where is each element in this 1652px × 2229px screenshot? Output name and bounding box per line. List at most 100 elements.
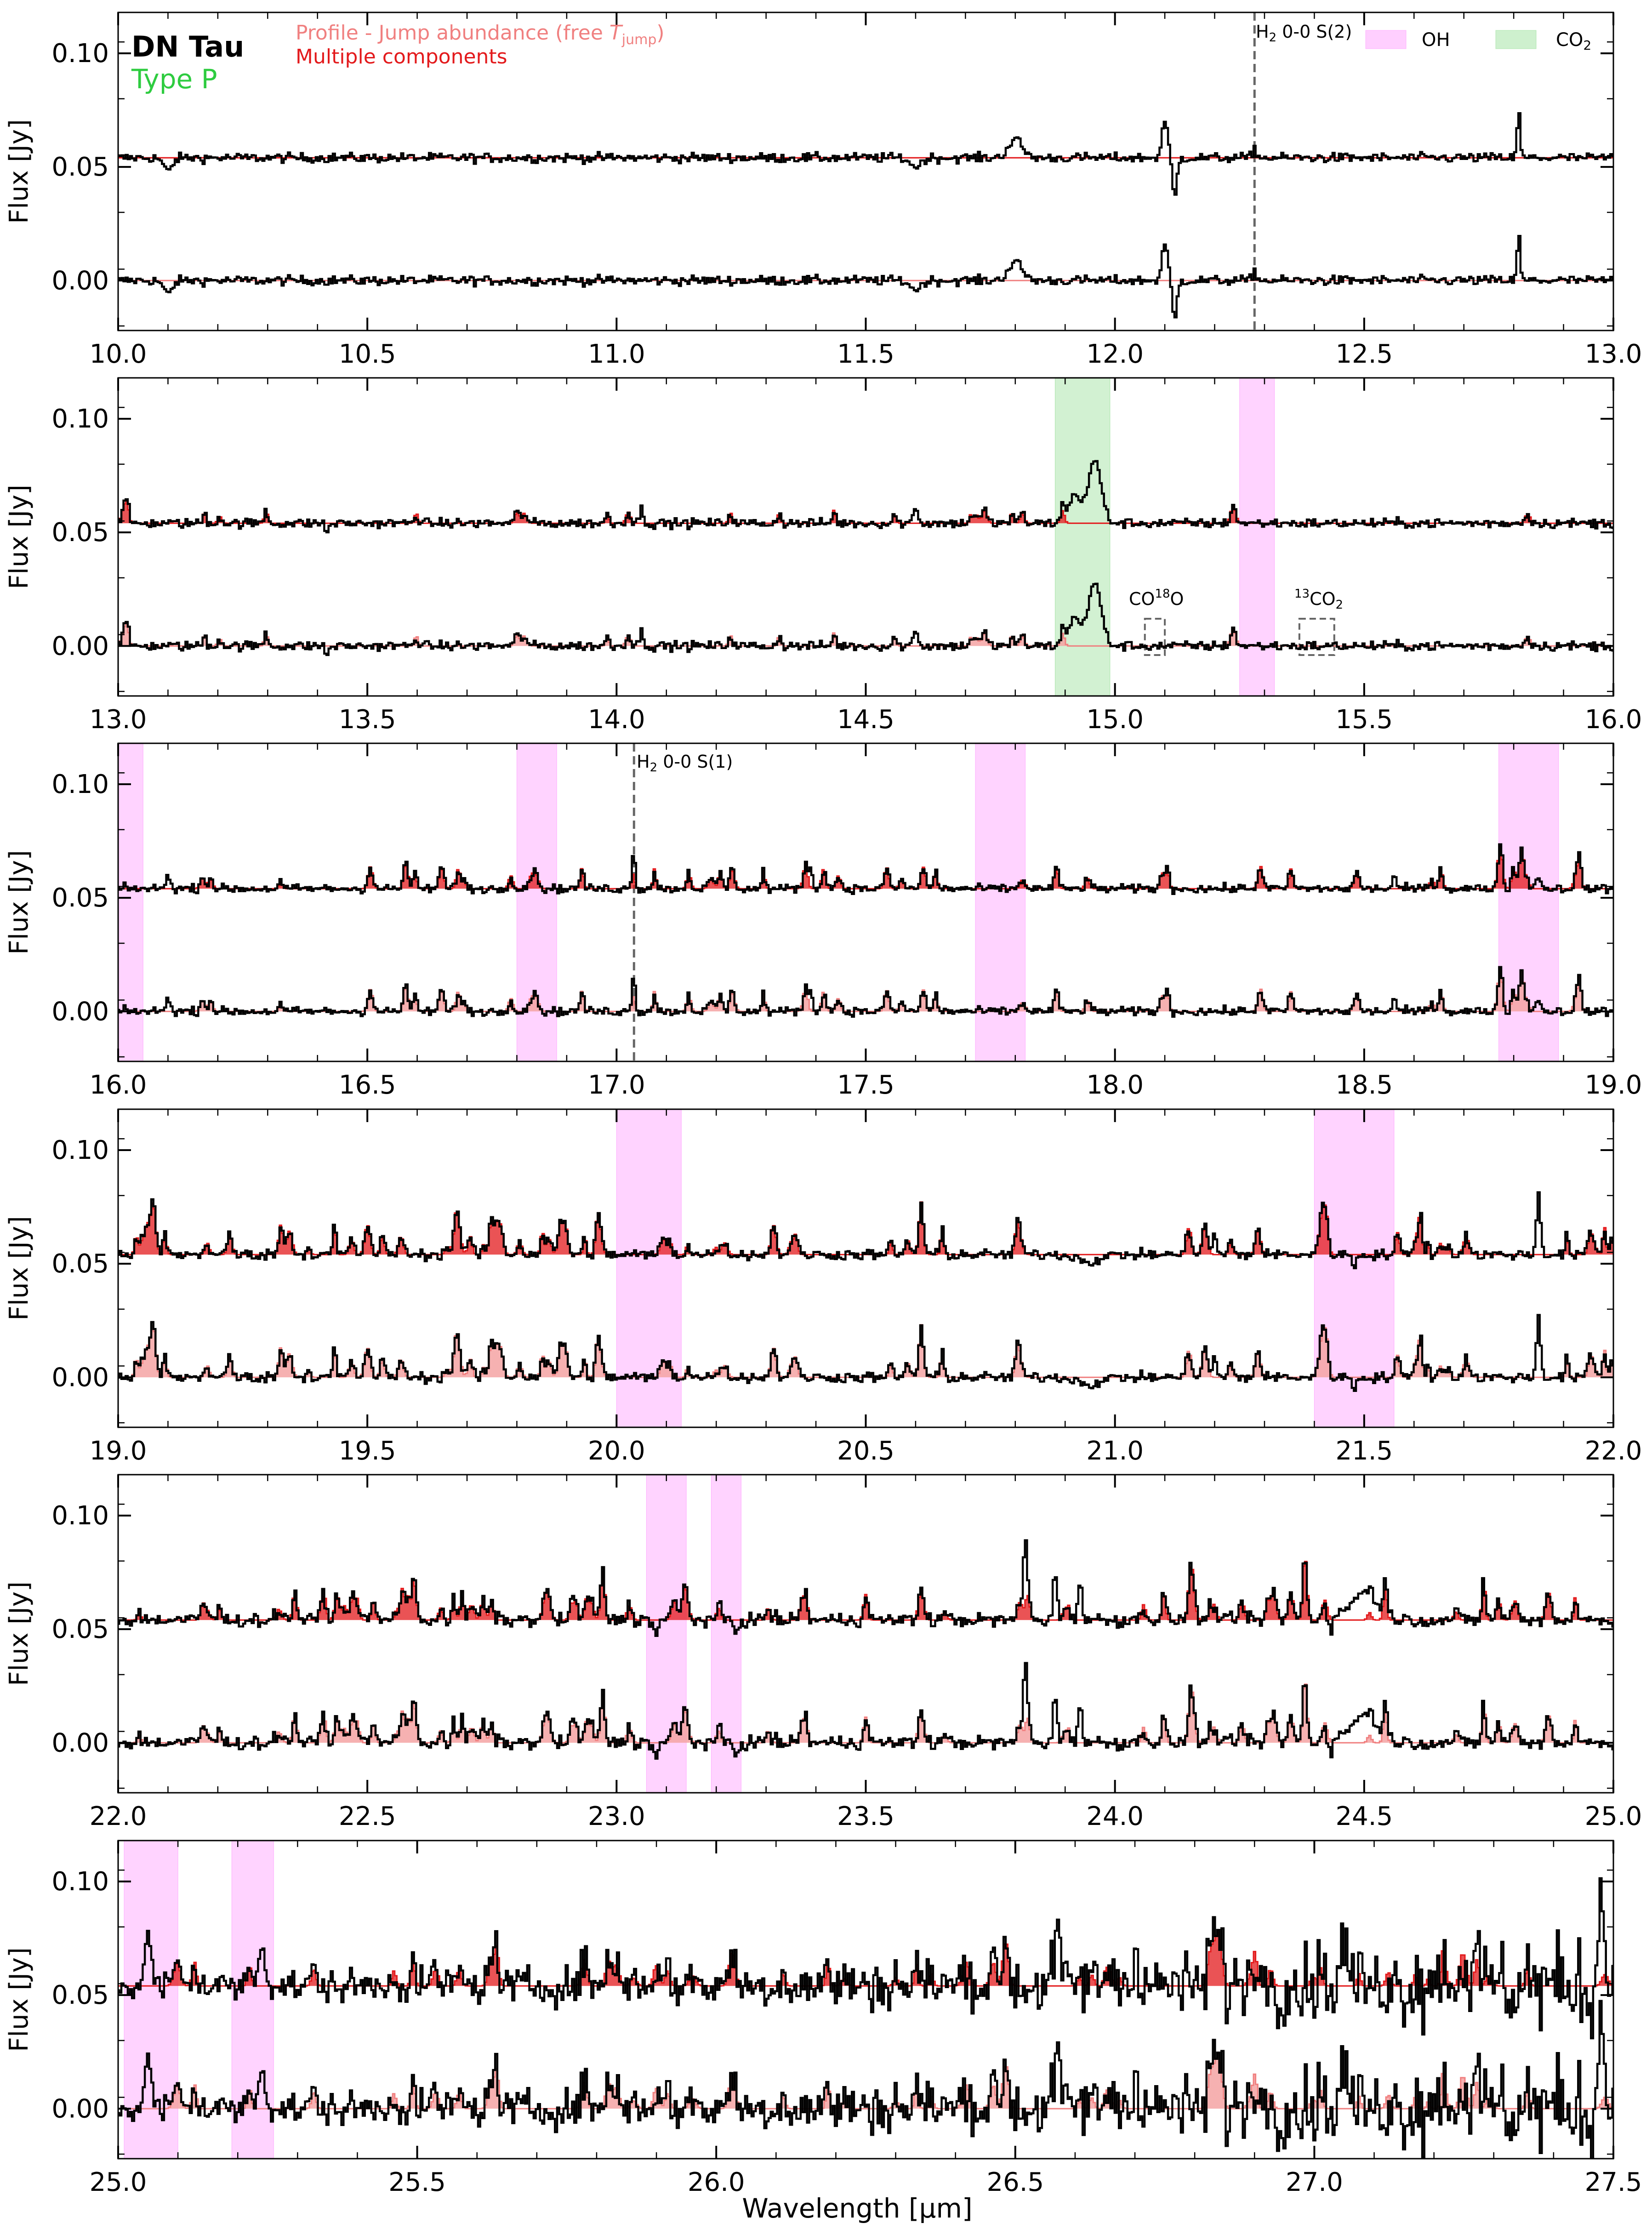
x-tick-label: 16.0 [90,1070,147,1100]
x-tick-label: 22.5 [339,1801,396,1831]
panel-frame [117,1840,1614,2160]
legend-oh-swatch [1365,30,1407,49]
panel-2: 13.0 13.5 14.0 14.5 15.0 15.5 16.0 0.00 0.05 0.10… [4,377,1642,735]
panel-1: 10.0 10.5 11.0 11.5 12.0 12.5 13.0 0.00 0.05 0.10… [4,11,1642,369]
h2-s1-label: H2 0-0 S(1) [637,752,733,775]
x-tick-label: 19.0 [90,1436,147,1466]
x-tick-label: 16.5 [339,1070,396,1100]
x-tick-label: 26.5 [986,2167,1044,2197]
h2-s1-h: H [637,752,650,772]
x-tick-label: 26.0 [688,2167,745,2197]
observed-spectrum-bottom [118,582,1613,656]
panel-3-plot-area [118,743,1613,1061]
y-tick-label: 0.10 [51,1501,109,1531]
oh-band [124,1841,178,2159]
x-tick-label: 18.5 [1335,1070,1393,1100]
model-profile-fill [118,1684,1613,1743]
c13o2-sup: 13 [1294,587,1310,601]
y-tick-label: 0.05 [51,1980,109,2010]
y-tick-label: 0.10 [51,1867,109,1897]
observed-spectrum-bottom [118,1314,1613,1392]
legend-oh-label: OH [1422,29,1450,51]
observed-spectrum-top [118,460,1613,534]
y-axis-title: Flux [Jy] [4,1947,34,2052]
x-tick-label: 23.0 [588,1801,645,1831]
model-multi-fill [118,846,1613,889]
observed-spectrum-top [118,843,1613,895]
legend-profile-prefix: Profile - Jump abundance (free [296,21,610,45]
x-tick-label: 11.5 [837,339,894,369]
y-tick-label: 0.00 [51,631,109,661]
model-multi-fill [118,1932,1613,1986]
h2-s2-label: H2 0-0 S(2) [1256,22,1352,45]
co2-band [1055,378,1111,696]
legend-multi-model: Multiple components [296,45,507,68]
x-tick-label: 19.5 [339,1436,396,1466]
co18o-label: CO18O [1129,587,1184,609]
y-axis-title: Flux [Jy] [4,119,34,224]
x-tick-label: 21.5 [1335,1436,1393,1466]
panel-3: 16.0 16.5 17.0 17.5 18.0 18.5 19.0 0.00 0.05 0.10… [4,742,1642,1100]
h2-s2-h: H [1256,22,1269,42]
x-tick-label: 24.0 [1086,1801,1144,1831]
x-tick-label: 10.0 [90,339,147,369]
legend-profile-sub: jump [621,32,657,48]
y-tick-label: 0.00 [51,997,109,1026]
y-tick-label: 0.00 [51,266,109,296]
observed-spectrum-top [118,1191,1613,1270]
legend-co2-label: CO2 [1556,29,1591,53]
legend-co2-main: CO [1556,29,1583,51]
y-axis-title: Flux [Jy] [4,850,34,955]
panel-2-plot-area [118,378,1613,696]
c13o2-main: CO [1310,589,1335,609]
model-profile-fill [118,1324,1613,1378]
panel-1-plot-area [118,12,1613,331]
x-tick-label: 23.5 [837,1801,894,1831]
panel-4-plot-area [118,1109,1613,1427]
legend-co2-sub: 2 [1583,38,1591,53]
legend-profile-suffix: ) [656,21,664,45]
y-tick-label: 0.05 [51,1614,109,1644]
model-multi-fill [118,500,1613,524]
x-tick-label: 12.0 [1086,339,1144,369]
isotopologue-box [1144,617,1166,656]
model-profile-fill [118,2055,1613,2109]
source-type: Type P [131,63,217,95]
x-tick-label: 20.0 [588,1436,645,1466]
observed-spectrum-bottom [118,966,1613,1018]
x-tick-label: 18.0 [1086,1070,1144,1100]
x-tick-label: 14.5 [837,705,894,735]
x-tick-label: 25.5 [388,2167,446,2197]
y-axis-title: Flux [Jy] [4,1216,34,1321]
y-tick-label: 0.00 [51,2094,109,2124]
legend-profile-t: T [610,21,623,45]
y-axis-title: Flux [Jy] [4,1581,34,1686]
x-tick-label: 25.0 [1585,1801,1642,1831]
observed-spectrum-top [118,1877,1613,2040]
x-tick-label: 11.0 [588,339,645,369]
x-tick-label: 25.0 [90,2167,147,2197]
x-tick-label: 15.0 [1086,705,1144,735]
oh-band [118,743,143,1061]
model-multi-fill [118,1561,1613,1620]
legend-profile-model: Profile - Jump abundance (free Tjump) [296,21,665,48]
legend-co2-swatch [1495,30,1537,49]
y-tick-label: 0.00 [51,1362,109,1392]
model-profile-line [118,968,1613,1012]
panel-6-plot-area [118,1841,1613,2159]
c13o2-sub: 2 [1336,598,1344,612]
observed-spectrum-bottom [118,2000,1613,2159]
h2-s1-rest: 0-0 S(1) [657,752,733,772]
panel-frame [117,742,1614,1062]
co18o-rest: O [1170,589,1184,609]
y-tick-label: 0.05 [51,152,109,182]
x-tick-label: 13.5 [339,705,396,735]
model-profile-fill [118,623,1613,646]
observed-spectrum-bottom [118,1662,1613,1760]
y-tick-label: 0.10 [51,1135,109,1165]
h2-s2-sub: 2 [1269,31,1277,45]
panel-frame [117,1474,1614,1794]
c13o2-label: 13CO2 [1294,587,1343,612]
x-tick-label: 21.0 [1086,1436,1144,1466]
